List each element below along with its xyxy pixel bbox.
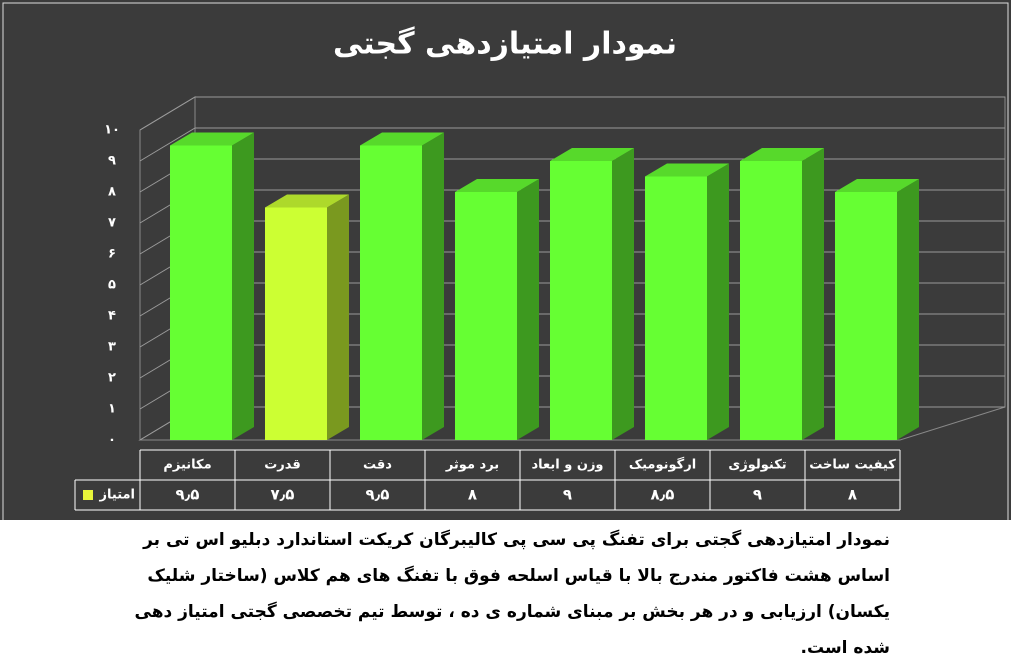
- bar: [740, 161, 802, 440]
- data-label: ۸: [468, 486, 477, 504]
- x-tick-label: کیفیت ساخت: [809, 458, 896, 473]
- y-tick-label: ۶: [108, 247, 116, 262]
- y-tick-label: ۱: [108, 402, 116, 417]
- y-tick-label: ۴: [108, 309, 116, 324]
- chart: نمودار امتیازدهی گجتی ۰ ۱ ۲ ۳ ۴ ۵ ۶ ۷ ۸ ۹ ۱۰ مکانیز…: [0, 0, 1011, 520]
- x-tick-label: ارگونومیک: [629, 457, 696, 473]
- x-tick-label: برد موثر: [445, 458, 499, 473]
- grid-line: [139, 127, 1005, 162]
- bar-top: [360, 132, 444, 146]
- bar-side: [802, 148, 824, 440]
- y-tick-label: ۷: [108, 216, 116, 231]
- bar: [360, 145, 422, 440]
- bar: [550, 161, 612, 440]
- y-tick-label: ۲: [108, 371, 116, 386]
- bar-side: [612, 148, 634, 440]
- bar: [455, 192, 517, 440]
- chart-title: نمودار امتیازدهی گجتی: [333, 26, 677, 62]
- data-label: ۹٫۵: [366, 486, 390, 504]
- bar: [645, 176, 707, 440]
- x-tick-label: مکانیزم: [163, 458, 211, 473]
- data-label: ۹: [753, 486, 762, 504]
- legend-label: امتیاز: [99, 488, 135, 503]
- x-tick-label: تکنولوژی: [728, 458, 786, 473]
- data-label: ۸: [848, 486, 857, 504]
- y-tick-label: ۳: [108, 340, 116, 355]
- bar-side: [897, 179, 919, 440]
- bar-side: [517, 179, 539, 440]
- data-label: ۹: [563, 486, 572, 504]
- y-tick-label: ۵: [108, 278, 116, 293]
- x-tick-label: دقت: [363, 458, 392, 473]
- bar-side: [327, 194, 349, 440]
- data-label: ۷٫۵: [271, 486, 295, 504]
- data-label: ۹٫۵: [176, 486, 200, 504]
- bar-side: [232, 132, 254, 440]
- bar-side: [422, 132, 444, 440]
- bar-top: [645, 163, 729, 177]
- note: نمودار امتیازدهی گجتی برای تفنگ پی سی پی…: [134, 530, 891, 658]
- x-tick-label: وزن و ابعاد: [531, 458, 603, 473]
- data-label: ۸٫۵: [651, 486, 675, 504]
- bar-side: [707, 163, 729, 440]
- bar: [835, 192, 897, 440]
- bar-top: [455, 179, 539, 192]
- bar-top: [550, 148, 634, 161]
- bar-top: [740, 148, 824, 161]
- grid-line: [139, 96, 1005, 131]
- frame: [2, 2, 1009, 520]
- y-tick-label: ۰: [108, 433, 116, 448]
- bar: [265, 207, 327, 440]
- legend-key: [83, 490, 93, 500]
- y-tick-label: ۱۰: [104, 123, 120, 138]
- x-tick-label: قدرت: [264, 458, 301, 473]
- y-tick-label: ۹: [108, 154, 116, 169]
- bar: [170, 145, 232, 440]
- bar-top: [265, 194, 349, 208]
- y-tick-label: ۸: [108, 185, 116, 200]
- bar-top: [170, 132, 254, 146]
- bar-top: [835, 179, 919, 192]
